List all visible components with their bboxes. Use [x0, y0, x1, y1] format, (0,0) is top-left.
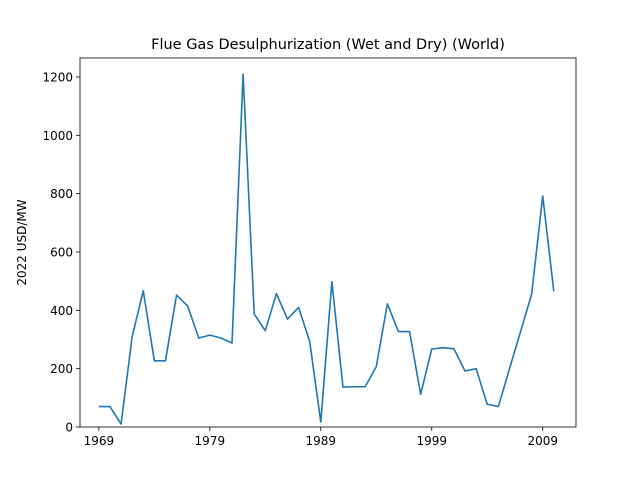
- plot-area: [79, 57, 577, 428]
- y-tick-label: 800: [50, 187, 73, 201]
- y-tick-label: 0: [65, 421, 73, 435]
- series-line: [98, 73, 555, 425]
- y-tick-label: 1200: [42, 70, 73, 84]
- x-tick-label: 1969: [84, 434, 115, 448]
- y-tick-label: 1000: [42, 129, 73, 143]
- series-group: [98, 73, 555, 425]
- y-tick-label: 600: [50, 245, 73, 259]
- x-tick-label: 1979: [195, 434, 226, 448]
- x-axis: 1969 1979 1989 1999 2009: [84, 427, 558, 448]
- y-tick-label: 400: [50, 304, 73, 318]
- x-tick-label: 2009: [527, 434, 558, 448]
- y-axis-label: 2022 USD/MW: [15, 199, 29, 285]
- x-tick-label: 1989: [306, 434, 337, 448]
- x-tick-label: 1999: [416, 434, 447, 448]
- y-axis: 0 200 400 600 800 1000 1200: [42, 70, 80, 435]
- y-tick-label: 200: [50, 362, 73, 376]
- chart-title: Flue Gas Desulphurization (Wet and Dry) …: [151, 37, 505, 53]
